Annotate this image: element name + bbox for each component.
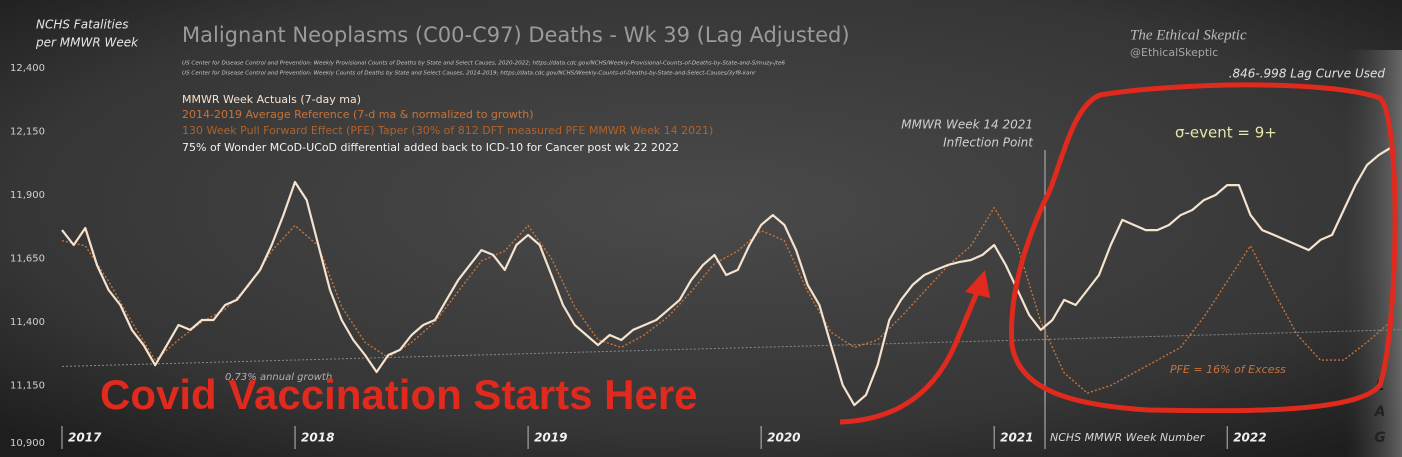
y-tick-label: 12,400	[10, 63, 45, 74]
legend-entry: MMWR Week Actuals (7-day ma)	[182, 93, 361, 106]
lag-letter: A	[1374, 404, 1386, 420]
sigma-label: σ-event = 9+	[1175, 124, 1277, 142]
source: US Center for Disease Control and Preven…	[182, 61, 785, 67]
source: US Center for Disease Control and Preven…	[182, 71, 756, 77]
series-line	[61, 207, 1391, 394]
inflection-label: Inflection Point	[943, 136, 1034, 150]
plot-area: 10,900 11,150 11,400 11,650 11,900 12,150 12,4…	[10, 63, 1402, 449]
y-tick-label: 11,150	[10, 381, 45, 392]
series-line	[61, 147, 1391, 407]
y-tick-label: 12,150	[10, 127, 45, 138]
y-tick-label: 10,900	[10, 438, 45, 449]
pfe-label: PFE = 16% of Excess	[1170, 363, 1286, 376]
trend-label: 0.73% annual growth	[225, 372, 332, 383]
x-tick-label: 2021	[1000, 431, 1033, 445]
arrow-head	[965, 270, 990, 298]
x-tick-label: 2018	[301, 431, 334, 445]
x-tick-label: 2017	[68, 431, 102, 445]
highlight-circle	[1009, 82, 1398, 414]
x-axis-label: NCHS MMWR Week Number	[1050, 431, 1206, 444]
legend-entry: 2014-2019 Average Reference (7-d ma & no…	[182, 108, 534, 121]
brand: The Ethical Skeptic	[1130, 27, 1247, 43]
arrow	[839, 289, 981, 425]
y-tick-label: 11,400	[10, 317, 45, 328]
y-tick-label: 11,900	[10, 190, 45, 201]
note: 75% of Wonder MCoD-UCoD differential add…	[182, 141, 679, 154]
lag-letter: G	[1374, 430, 1386, 446]
chart-title: Malignant Neoplasms (C00-C97) Deaths - W…	[182, 23, 850, 47]
y-axis-label: NCHS Fatalities	[36, 18, 128, 32]
x-tick-label: 2019	[534, 431, 567, 445]
x-tick-label: 2020	[767, 431, 800, 445]
x-tick-label: 2022	[1233, 431, 1266, 445]
headline: Covid Vaccination Starts Here	[100, 371, 698, 418]
note: 130 Week Pull Forward Effect (PFE) Taper…	[182, 124, 713, 137]
trend-line	[61, 329, 1402, 367]
y-tick-label: 11,650	[10, 254, 45, 265]
lag-note: .846-.998 Lag Curve Used	[1229, 67, 1386, 81]
brand-handle: @EthicalSkeptic	[1130, 46, 1218, 59]
inflection-label: MMWR Week 14 2021	[901, 118, 1033, 132]
y-axis-label: per MMWR Week	[35, 36, 139, 50]
